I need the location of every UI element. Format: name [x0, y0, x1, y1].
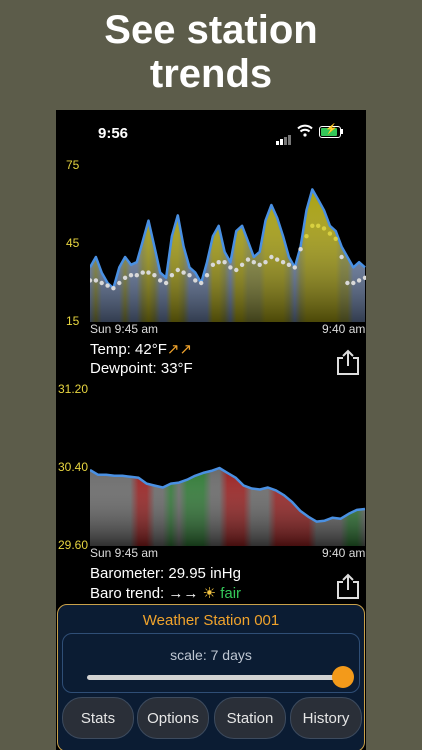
scale-label: scale: 7 days [170, 647, 252, 663]
baro-y-tick-top: 31.20 [58, 382, 89, 396]
signal-icon [276, 127, 292, 145]
dewpoint-point [163, 280, 169, 286]
history-button[interactable]: History [290, 697, 362, 739]
dewpoint-point [117, 280, 122, 286]
dewpoint-point [134, 273, 139, 278]
dewpoint-point [128, 273, 134, 278]
options-button[interactable]: Options [137, 697, 209, 739]
dewpoint-point [321, 226, 327, 231]
dewpoint-point [275, 257, 280, 262]
baro-trend-word: fair [220, 585, 242, 602]
temp-x-start: Sun 9:45 am [90, 322, 159, 336]
station-title[interactable]: Weather Station 001 [142, 612, 280, 629]
station-button[interactable]: Station [214, 697, 286, 739]
scale-slider-track[interactable] [87, 675, 343, 680]
dewpoint-point [105, 283, 110, 288]
dewpoint-point [263, 260, 268, 265]
station-panel: Weather Station 001 scale: 7 days Stats … [57, 604, 365, 750]
temp-y-tick-top: 75 [66, 158, 80, 172]
dewpoint-point [175, 267, 180, 273]
dewpoint-point [298, 247, 303, 252]
dewpoint-point [158, 278, 163, 283]
dewpoint-point [339, 254, 344, 260]
wifi-icon [297, 124, 313, 137]
dewpoint-point [187, 273, 192, 278]
baro-area-shade [90, 468, 365, 546]
dewpoint-point [327, 231, 333, 236]
baro-y-tick-bottom: 29.60 [58, 538, 89, 552]
dewpoint-point [152, 273, 157, 278]
baro-x-start: Sun 9:45 am [90, 546, 159, 560]
status-bar: 9:56 ⚡ [56, 110, 366, 150]
dewpoint-point [228, 265, 233, 270]
dewpoint-point [181, 270, 186, 275]
headline: See station trends [0, 8, 422, 96]
dewpoint-point [140, 270, 145, 275]
dewpoint-point [362, 275, 366, 280]
dewpoint-point [269, 254, 274, 260]
battery-cap [341, 129, 343, 134]
dewpoint-point [333, 236, 338, 241]
temp-area-shade [90, 189, 365, 322]
baro-trend: Baro trend: →→ ☀ fair [90, 584, 241, 602]
headline-line-2: trends [149, 52, 273, 96]
headline-line-1: See station [104, 8, 318, 52]
dewpoint-point [286, 262, 292, 267]
dewpoint-point [304, 234, 309, 239]
dewpoint-point [111, 286, 116, 291]
phone-screen: 9:56 ⚡ 75 45 15 Sun 9:45 am 9:40 am Temp… [56, 110, 366, 750]
temp-value: Temp: 42°F [90, 341, 167, 358]
temp-trend-arrows: ↗↗ [166, 341, 193, 358]
dewpoint-point [122, 275, 128, 280]
baro-line [90, 466, 366, 523]
dewpoint-point [93, 278, 99, 283]
dewpoint-point [210, 262, 216, 267]
scale-slider-knob[interactable] [332, 666, 354, 688]
dewpoint-point [257, 262, 262, 267]
dewpoint-point [251, 260, 256, 265]
dewpoint-point [292, 265, 297, 270]
dewpoint-point [280, 260, 286, 265]
share-baro-icon[interactable] [334, 572, 362, 600]
dewpoint-point [239, 262, 245, 267]
temp-y-tick-bottom: 15 [66, 314, 80, 328]
dewpoint-point [169, 273, 175, 278]
dewpoint-point [316, 223, 321, 228]
dewpoint-point [146, 270, 151, 275]
status-time: 9:56 [98, 125, 129, 142]
dewpoint-point [199, 280, 204, 286]
dewpoint-point [234, 267, 239, 273]
baro-x-end: 9:40 am [322, 546, 366, 560]
baro-y-tick-mid: 30.40 [58, 460, 89, 474]
temp-readout: Temp: 42°F↗↗ [90, 340, 192, 358]
stats-button[interactable]: Stats [62, 697, 134, 739]
dewpoint-readout: Dewpoint: 33°F [90, 360, 193, 377]
sun-icon: ☀ [202, 585, 217, 602]
dewpoint-point [356, 278, 362, 283]
dewpoint-point [351, 280, 356, 286]
barometer-chart [90, 466, 366, 546]
dewpoint-point [90, 278, 93, 283]
temp-x-end: 9:40 am [322, 322, 366, 336]
battery-icon: ⚡ [319, 124, 341, 138]
dewpoint-point [99, 280, 104, 286]
barometer-readout: Barometer: 29.95 inHg [90, 565, 241, 582]
baro-trend-label: Baro trend: →→ [90, 585, 199, 602]
dewpoint-point [345, 280, 350, 286]
dewpoint-point [216, 260, 221, 265]
dewpoint-point [310, 223, 315, 228]
dewpoint-point [193, 278, 198, 283]
temp-line [90, 188, 366, 290]
dewpoint-point [204, 273, 210, 278]
temp-y-tick-mid: 45 [66, 236, 80, 250]
share-temp-icon[interactable] [334, 348, 362, 376]
dewpoint-point [245, 257, 251, 262]
scale-control: scale: 7 days [62, 633, 360, 693]
dewpoint-point [222, 260, 227, 265]
temperature-chart [90, 188, 366, 322]
